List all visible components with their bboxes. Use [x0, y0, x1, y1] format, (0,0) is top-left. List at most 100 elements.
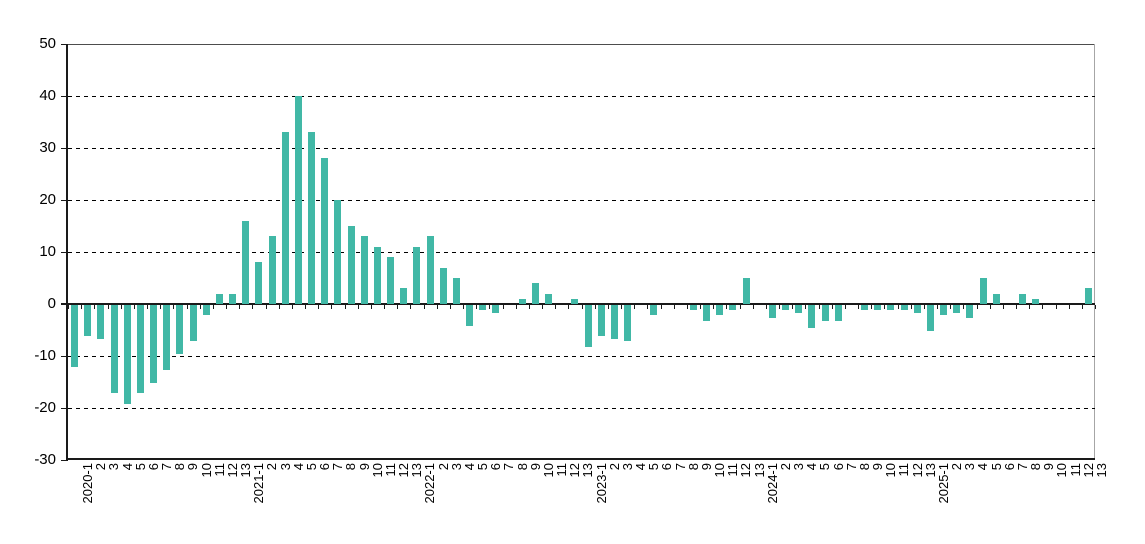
y-axis-label: 30 [39, 139, 56, 156]
x-axis-tick [621, 305, 622, 309]
x-axis-tick [726, 305, 728, 309]
x-axis-tick [133, 305, 135, 309]
x-axis-label: 4 [633, 463, 649, 471]
x-axis-tick [449, 305, 451, 309]
x-axis-tick [976, 305, 978, 309]
x-axis-label: 2022-1 [422, 463, 438, 504]
x-axis-label: 6 [317, 463, 333, 471]
bar-2021-1 [242, 220, 250, 304]
y-axis-label: -30 [34, 451, 56, 468]
bar-2023-1 [584, 305, 592, 347]
x-axis-tick [713, 305, 715, 309]
bar-6 [821, 305, 829, 321]
x-axis-label: 7 [843, 463, 859, 471]
gridline-10 [68, 252, 1095, 253]
x-axis-label: 8 [514, 463, 530, 471]
x-axis-label: 4 [975, 463, 991, 471]
gridline-20 [68, 200, 1095, 201]
bar-2 [84, 305, 92, 337]
x-axis-tick [937, 305, 938, 309]
x-axis-tick [660, 305, 662, 309]
bar-13 [229, 293, 237, 304]
bar-2 [255, 262, 263, 304]
x-axis-label: 2024-1 [764, 463, 780, 504]
x-axis-label: 13 [1093, 463, 1109, 478]
x-axis-tick [107, 305, 109, 309]
x-axis-label: 12 [1080, 463, 1096, 478]
x-axis-tick [436, 305, 438, 309]
x-axis-tick [858, 305, 859, 309]
y-axis-tick [61, 96, 68, 97]
y-axis-label: 50 [39, 35, 56, 52]
x-axis-tick [212, 305, 214, 309]
bar-12 [215, 293, 223, 304]
bar-7 [150, 305, 158, 383]
y-axis-tick [61, 252, 68, 253]
x-axis-tick [647, 305, 649, 309]
x-axis-tick [344, 305, 346, 309]
bar-9 [176, 305, 184, 355]
x-axis-tick [81, 305, 83, 309]
x-axis-tick [186, 305, 188, 309]
bar-11 [202, 305, 210, 316]
x-axis-tick [94, 305, 96, 309]
x-axis-tick [607, 305, 609, 309]
x-axis-label: 8 [172, 463, 188, 471]
bar-6 [136, 305, 144, 394]
bar-6 [992, 293, 1000, 304]
bar-4 [624, 305, 632, 342]
y-axis-tick [61, 304, 68, 305]
x-axis-label: 4 [290, 463, 306, 471]
x-axis-label: 8 [856, 463, 872, 471]
x-axis-label: 12 [909, 463, 925, 478]
x-axis-tick [476, 305, 478, 309]
x-axis-label: 7 [330, 463, 346, 471]
x-axis-tick [1068, 305, 1070, 309]
x-axis-tick [871, 305, 873, 309]
x-axis-tick [739, 305, 741, 309]
bar-10 [189, 305, 197, 342]
bar-7 [321, 158, 329, 304]
x-axis-tick [1081, 305, 1083, 309]
bar-4 [281, 132, 289, 304]
bar-11 [545, 293, 553, 304]
bar-6 [650, 305, 658, 316]
x-axis-tick [594, 305, 596, 309]
x-axis-label: 10 [198, 463, 214, 478]
y-axis-label: -10 [34, 347, 56, 364]
x-axis-tick [686, 305, 688, 309]
x-axis-label: 5 [817, 463, 833, 471]
y-axis-tick [61, 148, 68, 149]
bar-9 [689, 305, 697, 311]
x-axis-tick [226, 305, 227, 309]
bar-12 [729, 305, 737, 311]
bar-6 [479, 305, 487, 311]
x-axis-label: 6 [830, 463, 846, 471]
x-axis-tick [765, 305, 767, 309]
bar-13 [400, 288, 408, 304]
x-axis-label: 5 [475, 463, 491, 471]
x-axis-label: 4 [461, 463, 477, 471]
x-axis-label: 6 [145, 463, 161, 471]
bar-6 [308, 132, 316, 304]
x-axis-tick [502, 305, 504, 309]
y-axis-label: 40 [39, 87, 56, 104]
bar-13 [571, 298, 579, 304]
x-axis-tick [831, 305, 833, 309]
x-axis-label: 12 [224, 463, 240, 478]
y-axis-label: 10 [39, 243, 56, 260]
x-axis-tick [265, 305, 267, 309]
x-axis-tick [844, 305, 846, 309]
bar-4 [110, 305, 118, 394]
bar-2 [426, 236, 434, 304]
y-axis-label: -20 [34, 399, 56, 416]
bar-3 [610, 305, 618, 339]
bar-4 [966, 305, 974, 318]
bar-5 [466, 305, 474, 326]
x-axis-label: 13 [922, 463, 938, 478]
x-axis-label: 7 [501, 463, 517, 471]
x-axis-tick [1016, 305, 1017, 309]
x-axis-tick [410, 305, 412, 309]
gridline--10 [68, 356, 1095, 357]
